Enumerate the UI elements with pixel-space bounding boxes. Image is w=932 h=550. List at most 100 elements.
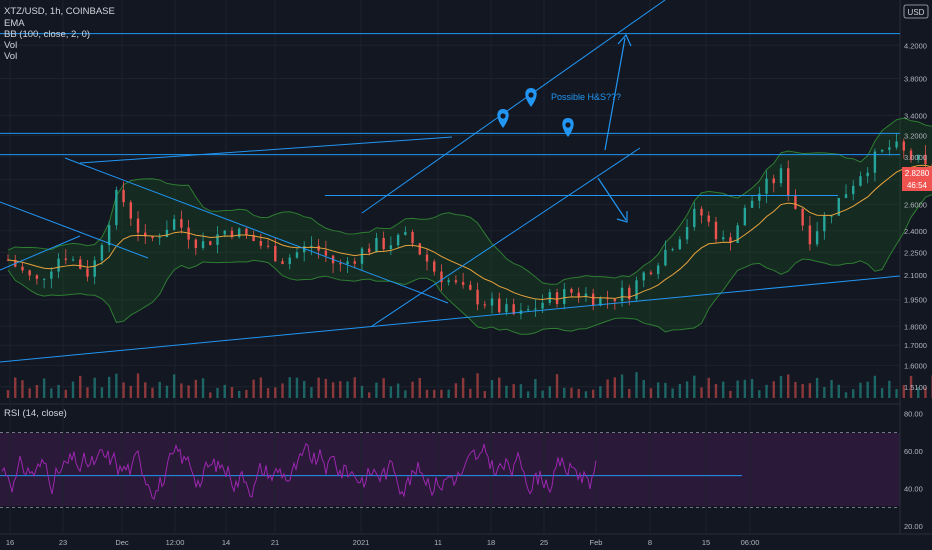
candle	[801, 208, 804, 226]
volume-bar	[209, 392, 212, 398]
volume-bar	[700, 387, 703, 398]
volume-bar	[729, 390, 732, 398]
volume-bar	[79, 375, 82, 398]
projection-arrow-up[interactable]	[604, 37, 626, 151]
candle	[866, 172, 869, 177]
candle	[281, 261, 284, 265]
candle	[700, 208, 703, 216]
volume-bar	[122, 382, 125, 398]
candle	[642, 272, 645, 281]
trend-line[interactable]	[0, 235, 81, 271]
y-tick-label: 2.1000	[904, 271, 927, 280]
candle	[721, 237, 725, 240]
volume-bar	[245, 389, 248, 398]
volume-bar	[671, 388, 674, 398]
volume-bar	[107, 376, 111, 398]
volume-bar	[216, 387, 219, 398]
volume-bar	[512, 384, 515, 398]
volume-bar	[454, 383, 458, 398]
candle	[216, 234, 219, 245]
volume-bar	[490, 380, 494, 398]
volume-bar	[758, 390, 761, 398]
volume-bar	[281, 383, 284, 398]
candle	[252, 234, 255, 242]
indicator-label: Vol	[4, 51, 17, 62]
candle	[375, 238, 378, 253]
candle	[664, 249, 667, 266]
volume-bar	[172, 374, 176, 398]
x-tick-label: Dec	[115, 538, 129, 547]
trend-line[interactable]	[79, 136, 453, 164]
volume-bar	[324, 378, 328, 398]
candle	[895, 141, 898, 148]
volume-bar	[274, 387, 277, 398]
candle	[360, 248, 364, 264]
candle	[917, 154, 920, 160]
trend-line[interactable]	[0, 275, 901, 363]
volume-bar	[721, 381, 725, 398]
y-tick-label: 1.6000	[904, 361, 927, 370]
candle	[339, 263, 342, 265]
candle	[743, 207, 747, 226]
candle	[454, 280, 458, 283]
x-tick-label: 2021	[353, 538, 370, 547]
candle	[591, 293, 595, 306]
candle	[924, 154, 927, 164]
volume-bar	[678, 383, 682, 398]
candle	[418, 243, 421, 255]
volume-bar	[461, 377, 465, 398]
volume-bar	[404, 390, 407, 398]
volume-bar	[425, 389, 429, 398]
volume-bar	[375, 382, 378, 398]
volume-bar	[924, 387, 927, 398]
volume-bar	[519, 384, 523, 398]
volume-bar	[115, 373, 118, 398]
candle	[237, 228, 241, 238]
candle	[151, 236, 154, 239]
candle	[245, 228, 248, 235]
y-tick-label: 1.5100	[904, 383, 927, 392]
y-tick-label: 1.9500	[904, 296, 927, 305]
volume-bar	[252, 379, 255, 398]
candle	[447, 280, 450, 283]
candle	[859, 176, 862, 186]
trend-line[interactable]	[64, 157, 449, 304]
volume-bar	[541, 390, 544, 398]
map-pin-icon-dot	[500, 113, 506, 119]
volume-bar	[447, 389, 450, 398]
volume-bar	[187, 385, 190, 398]
x-tick-label: 14	[222, 538, 230, 547]
candle	[57, 258, 60, 272]
trend-line[interactable]	[0, 201, 149, 259]
candle	[628, 287, 631, 300]
y-tick-label: 4.2000	[904, 41, 927, 50]
trend-line[interactable]	[361, 0, 666, 214]
candle	[685, 227, 689, 240]
volume-bar	[433, 389, 436, 398]
volume-bar	[743, 379, 747, 398]
candle	[541, 302, 544, 309]
chart-title: XTZ/USD, 1h, COINBASE	[4, 6, 115, 17]
candle	[909, 150, 913, 160]
projection-arrow-down[interactable]	[597, 177, 627, 221]
candle	[548, 292, 552, 303]
candle	[21, 266, 24, 271]
candle	[498, 298, 501, 313]
volume-bar	[888, 380, 891, 398]
volume-bar	[613, 377, 617, 398]
rsi-tick-label: 40.00	[904, 485, 923, 494]
candle	[165, 229, 169, 238]
candle	[100, 245, 104, 261]
volume-bar	[360, 385, 364, 398]
candle	[172, 219, 176, 230]
volume-bar	[28, 388, 31, 398]
candle	[115, 189, 118, 226]
volume-bar	[830, 380, 833, 398]
volume-bar	[642, 379, 645, 398]
volume-bar	[570, 387, 573, 398]
volume-bar	[794, 381, 797, 398]
indicator-label: EMA	[4, 18, 25, 29]
trend-line[interactable]	[371, 147, 641, 327]
